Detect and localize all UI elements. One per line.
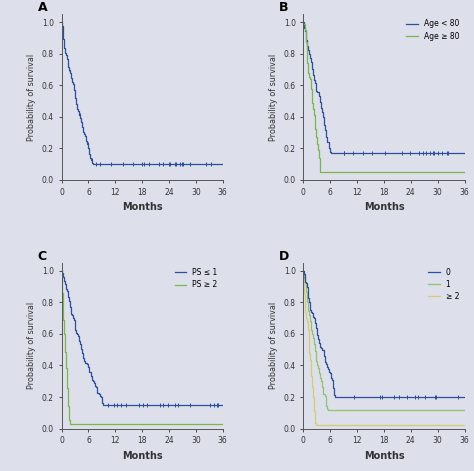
PS ≥ 2 bbox=[220, 421, 226, 427]
0 bbox=[462, 394, 467, 400]
Text: C: C bbox=[37, 250, 46, 262]
≥ 2 bbox=[301, 268, 306, 274]
Age ≥ 80 bbox=[306, 71, 311, 76]
1 bbox=[309, 324, 314, 330]
0 bbox=[308, 308, 313, 313]
Age < 80 bbox=[328, 150, 333, 156]
0 bbox=[321, 350, 327, 356]
PS ≥ 2 bbox=[66, 408, 72, 414]
X-axis label: Months: Months bbox=[364, 202, 404, 212]
≥ 2 bbox=[462, 422, 467, 428]
1 bbox=[306, 311, 312, 317]
Age < 80 bbox=[321, 116, 327, 122]
PS ≥ 2 bbox=[63, 345, 68, 350]
PS ≥ 2 bbox=[61, 315, 66, 321]
Line: 1: 1 bbox=[303, 271, 465, 410]
PS ≥ 2 bbox=[67, 421, 73, 427]
Y-axis label: Probability of survival: Probability of survival bbox=[27, 54, 36, 140]
0 bbox=[319, 345, 325, 351]
PS ≤ 1 bbox=[220, 402, 226, 408]
1 bbox=[462, 407, 467, 413]
Y-axis label: Probability of survival: Probability of survival bbox=[269, 54, 278, 140]
Line: PS ≥ 2: PS ≥ 2 bbox=[62, 271, 223, 424]
X-axis label: Months: Months bbox=[122, 202, 163, 212]
Age < 80 bbox=[301, 19, 306, 25]
Age ≥ 80 bbox=[303, 33, 309, 39]
1 bbox=[303, 288, 309, 293]
1 bbox=[326, 407, 332, 413]
X-axis label: Months: Months bbox=[364, 451, 404, 461]
Legend: Age < 80, Age ≥ 80: Age < 80, Age ≥ 80 bbox=[405, 18, 461, 42]
≥ 2 bbox=[307, 347, 312, 352]
PS ≥ 2 bbox=[59, 268, 64, 274]
≥ 2 bbox=[309, 370, 314, 375]
Age ≥ 80 bbox=[462, 169, 467, 175]
Age < 80 bbox=[331, 150, 337, 156]
0 bbox=[332, 394, 337, 400]
0 bbox=[325, 363, 330, 368]
Line: Age ≥ 80: Age ≥ 80 bbox=[303, 22, 465, 172]
Text: D: D bbox=[279, 250, 290, 262]
1 bbox=[301, 268, 306, 274]
1 bbox=[308, 319, 314, 325]
Legend: PS ≤ 1, PS ≥ 2: PS ≤ 1, PS ≥ 2 bbox=[173, 267, 219, 291]
Line: PS ≤ 1: PS ≤ 1 bbox=[62, 271, 223, 405]
≥ 2 bbox=[305, 321, 310, 326]
PS ≥ 2 bbox=[64, 367, 70, 373]
Legend: 0, 1, ≥ 2: 0, 1, ≥ 2 bbox=[427, 267, 461, 302]
PS ≤ 1 bbox=[68, 304, 73, 309]
Line: Age < 80: Age < 80 bbox=[303, 22, 465, 153]
PS ≤ 1 bbox=[101, 402, 107, 408]
PS ≤ 1 bbox=[70, 312, 75, 317]
Age ≥ 80 bbox=[318, 169, 323, 175]
Age ≥ 80 bbox=[315, 146, 320, 151]
PS ≤ 1 bbox=[100, 402, 106, 408]
Age < 80 bbox=[323, 132, 328, 138]
Age ≥ 80 bbox=[301, 19, 306, 25]
PS ≤ 1 bbox=[62, 279, 68, 285]
Age < 80 bbox=[322, 122, 328, 128]
Y-axis label: Probability of survival: Probability of survival bbox=[27, 302, 36, 389]
Age ≥ 80 bbox=[306, 71, 311, 76]
1 bbox=[325, 407, 330, 413]
≥ 2 bbox=[306, 340, 312, 345]
Text: A: A bbox=[37, 1, 47, 14]
Line: 0: 0 bbox=[303, 271, 465, 397]
0 bbox=[333, 394, 339, 400]
≥ 2 bbox=[313, 422, 319, 428]
PS ≥ 2 bbox=[63, 351, 69, 357]
PS ≤ 1 bbox=[59, 268, 64, 274]
Age < 80 bbox=[327, 147, 332, 153]
Age < 80 bbox=[322, 126, 328, 132]
≥ 2 bbox=[306, 331, 311, 337]
PS ≤ 1 bbox=[90, 377, 95, 383]
≥ 2 bbox=[307, 347, 312, 352]
Age ≥ 80 bbox=[312, 124, 318, 130]
Age < 80 bbox=[462, 150, 467, 156]
PS ≤ 1 bbox=[82, 358, 87, 364]
Text: B: B bbox=[279, 1, 289, 14]
Y-axis label: Probability of survival: Probability of survival bbox=[269, 302, 278, 389]
1 bbox=[301, 274, 307, 279]
X-axis label: Months: Months bbox=[122, 451, 163, 461]
Age ≥ 80 bbox=[315, 146, 320, 151]
Line: ≥ 2: ≥ 2 bbox=[303, 271, 465, 425]
PS ≥ 2 bbox=[64, 372, 70, 377]
0 bbox=[340, 394, 346, 400]
0 bbox=[301, 268, 306, 274]
